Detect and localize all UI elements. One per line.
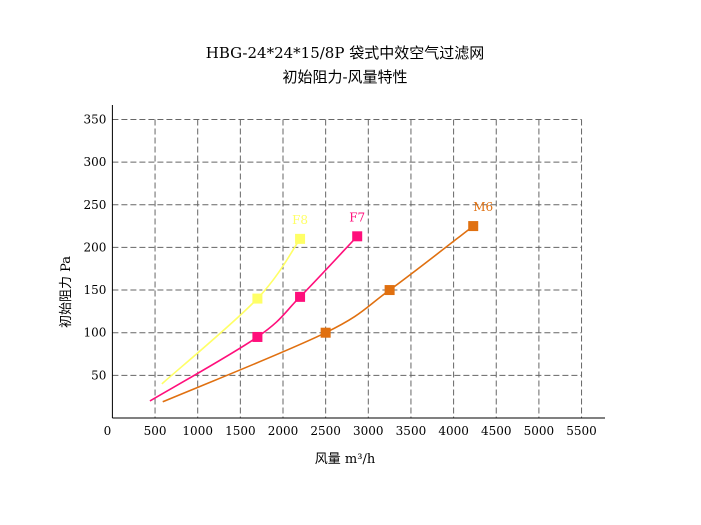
series-m6: M6 <box>162 200 493 403</box>
y-tick-label: 300 <box>83 155 106 169</box>
series-f7: F7 <box>149 210 365 402</box>
y-axis-label: 初始阻力 Pa <box>59 256 74 328</box>
y-tick-label: 50 <box>91 368 106 382</box>
data-point <box>468 221 479 232</box>
data-point <box>295 233 306 244</box>
grid <box>112 118 583 418</box>
series-group: F8 F7 M6 <box>149 200 493 403</box>
x-tick-label: 4500 <box>481 424 512 438</box>
series-line <box>161 238 301 385</box>
x-tick-label: 3500 <box>396 424 427 438</box>
x-tick-label: 0 <box>104 424 112 438</box>
data-point <box>252 331 263 342</box>
x-tick-label: 2000 <box>268 424 299 438</box>
x-tick-label: 5000 <box>524 424 555 438</box>
chart-title: HBG-24*24*15/8P 袋式中效空气过滤网 <box>206 44 484 62</box>
y-tick-label: 250 <box>83 198 106 212</box>
series-f8: F8 <box>161 213 308 385</box>
x-tick-label: 5500 <box>566 424 597 438</box>
data-point <box>320 327 331 338</box>
x-axis-label: 风量 m³/h <box>315 452 376 467</box>
y-tick-label: 200 <box>83 240 106 254</box>
y-tick-label: 150 <box>83 283 106 297</box>
y-tick-label: 350 <box>83 112 106 126</box>
series-label: F7 <box>349 210 365 224</box>
x-tick-label: 1000 <box>182 424 213 438</box>
axes: 0 500 1000 1500 2000 2500 3000 3500 4000 4500 5000… <box>83 105 605 438</box>
x-tick-label: 500 <box>144 424 167 438</box>
chart-subtitle: 初始阻力-风量特性 <box>282 68 407 86</box>
series-line <box>149 235 358 402</box>
data-point <box>252 293 263 304</box>
x-tick-label: 4000 <box>438 424 469 438</box>
data-point <box>295 291 306 302</box>
data-point <box>352 231 363 242</box>
x-tick-label: 3000 <box>353 424 384 438</box>
series-line <box>162 225 474 403</box>
x-tick-label: 2500 <box>310 424 341 438</box>
series-label: F8 <box>292 213 308 227</box>
series-label: M6 <box>473 200 493 214</box>
x-tick-label: 1500 <box>225 424 256 438</box>
y-tick-label: 100 <box>83 326 106 340</box>
data-point <box>384 285 395 296</box>
